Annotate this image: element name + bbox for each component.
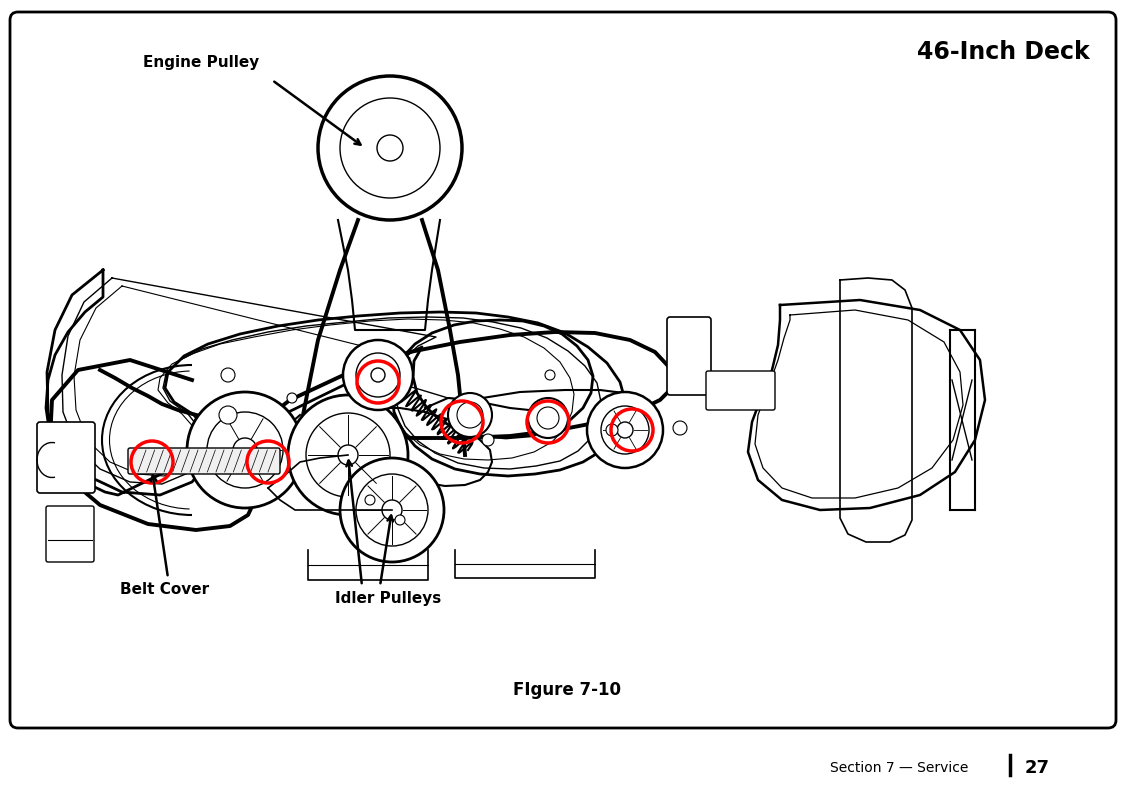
Circle shape [287,393,297,403]
Circle shape [338,445,358,465]
Text: Section 7 — Service: Section 7 — Service [830,761,968,775]
Circle shape [318,76,462,220]
Circle shape [672,421,687,435]
Circle shape [365,495,375,505]
Circle shape [187,392,303,508]
Circle shape [545,370,555,380]
Circle shape [221,368,235,382]
Circle shape [528,398,568,438]
Text: 27: 27 [1025,759,1050,777]
Circle shape [482,434,494,446]
Text: 46-Inch Deck: 46-Inch Deck [917,40,1090,64]
Circle shape [340,98,440,198]
Circle shape [601,406,649,454]
Circle shape [219,406,237,424]
Circle shape [617,422,633,438]
FancyBboxPatch shape [37,422,95,493]
Text: FIgure 7-10: FIgure 7-10 [513,681,621,699]
Circle shape [606,424,618,436]
FancyBboxPatch shape [706,371,775,410]
Circle shape [538,407,559,429]
Circle shape [340,458,445,562]
Text: Idler Pulleys: Idler Pulleys [335,591,441,605]
FancyBboxPatch shape [46,506,94,562]
Text: Engine Pulley: Engine Pulley [143,55,260,69]
FancyBboxPatch shape [10,12,1116,728]
Circle shape [587,392,663,468]
Circle shape [232,438,257,462]
Text: Belt Cover: Belt Cover [120,583,209,597]
Circle shape [457,402,483,428]
Circle shape [356,474,428,546]
Circle shape [208,412,284,488]
FancyBboxPatch shape [667,317,711,395]
Circle shape [356,353,400,397]
Circle shape [376,135,403,161]
Circle shape [288,395,408,515]
Circle shape [371,368,386,382]
FancyBboxPatch shape [128,448,280,474]
Circle shape [306,413,390,497]
Circle shape [342,340,413,410]
Circle shape [448,393,492,437]
Circle shape [382,500,401,520]
Circle shape [395,515,405,525]
